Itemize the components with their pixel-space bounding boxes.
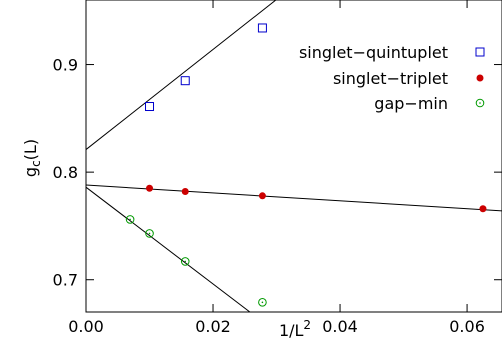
- x-tick-label: 0.00: [68, 317, 104, 336]
- legend: singlet−quintuplet singlet−triplet gap−min: [299, 43, 485, 113]
- y-axis-label-suffix: (L): [21, 139, 40, 160]
- x-axis-label-superscript: 2: [303, 318, 311, 332]
- y-tick-label: 0.9: [53, 56, 78, 75]
- legend-marker: [476, 74, 484, 82]
- data-point: [145, 229, 154, 238]
- data-point: [145, 102, 155, 112]
- data-point: [258, 192, 266, 200]
- fit-line: [86, 186, 251, 312]
- y-axis-label-subscript: c: [29, 160, 43, 167]
- plot-frame: [85, 0, 502, 313]
- legend-label: gap−min: [374, 94, 448, 113]
- legend-label: singlet−quintuplet: [299, 43, 448, 62]
- legend-marker: [475, 98, 485, 108]
- data-markers: [125, 23, 487, 307]
- data-point: [479, 205, 487, 213]
- fit-line: [86, 184, 502, 212]
- data-point: [181, 188, 189, 196]
- y-axis-label-main: g: [21, 167, 40, 177]
- data-point: [146, 184, 154, 192]
- legend-label: singlet−triplet: [333, 69, 448, 88]
- y-axis-label: gc(L): [21, 139, 43, 177]
- axis-ticks: 0.00 0.02 0.04 0.06 0.7 0.8 0.9: [53, 0, 502, 336]
- fit-line: [86, 0, 277, 150]
- data-point: [125, 215, 135, 224]
- y-tick-label: 0.7: [53, 271, 78, 290]
- x-axis-label-main: 1/L: [279, 321, 304, 340]
- x-tick-label: 0.06: [449, 317, 485, 336]
- y-tick-label: 0.8: [53, 163, 78, 182]
- data-point: [180, 257, 190, 266]
- fit-lines: [86, 0, 502, 312]
- x-axis-label: 1/L2: [279, 318, 311, 340]
- x-tick-label: 0.02: [195, 317, 231, 336]
- legend-marker: [475, 47, 485, 57]
- data-point: [257, 23, 267, 33]
- data-point: [258, 298, 267, 307]
- data-point: [180, 76, 190, 86]
- x-tick-label: 0.04: [322, 317, 358, 336]
